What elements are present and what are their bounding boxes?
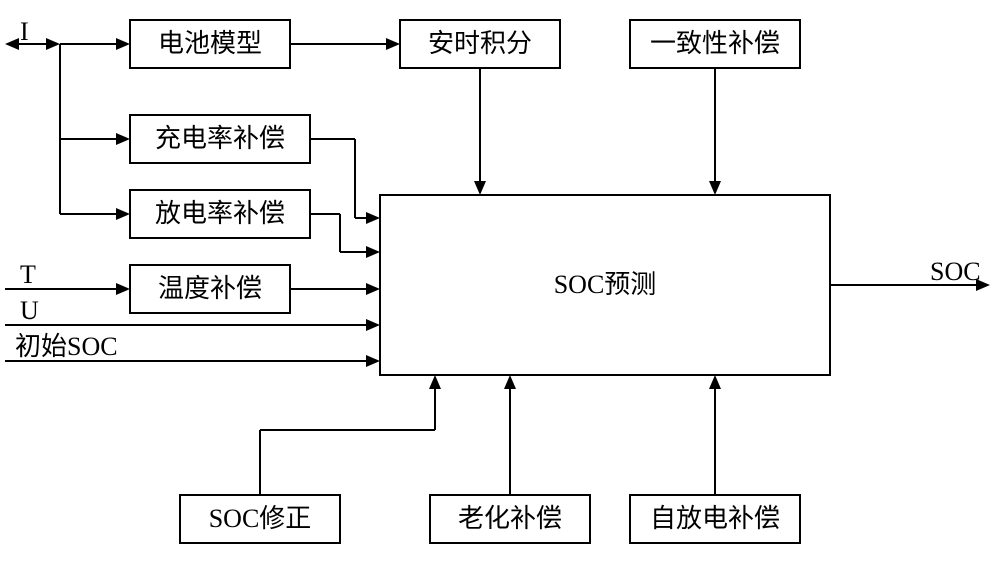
node-label-aging_comp: 老化补偿: [458, 504, 562, 533]
input-label-T: T: [20, 260, 36, 289]
node-label-charge_rate_comp: 充电率补偿: [155, 124, 285, 153]
edge-I-to-battery: [60, 38, 130, 50]
node-discharge_rate_comp: 放电率补偿: [130, 190, 310, 238]
input-label-initSOC: 初始SOC: [15, 332, 118, 361]
edge-temp-to-pred: [290, 283, 380, 295]
edge-ah-down: [474, 68, 486, 195]
node-ah_integral: 安时积分: [400, 20, 560, 68]
node-label-battery_model: 电池模型: [158, 29, 262, 58]
input-label-I: I: [20, 17, 29, 46]
node-soc_correct: SOC修正: [180, 495, 340, 543]
edge-I-to-charge: [60, 133, 130, 145]
node-charge_rate_comp: 充电率补偿: [130, 115, 310, 163]
node-temp_comp: 温度补偿: [130, 265, 290, 313]
node-consistency_comp: 一致性补偿: [630, 20, 800, 68]
node-soc_predict: SOC预测: [380, 195, 830, 375]
node-label-soc_correct: SOC修正: [209, 504, 312, 533]
edge-charge-into-pred: [355, 212, 380, 224]
edge-I-in-right: [5, 38, 60, 50]
node-self_discharge_comp: 自放电补偿: [630, 495, 800, 543]
node-label-soc_predict: SOC预测: [554, 270, 657, 299]
edge-selfdis-up: [709, 375, 721, 495]
output-label-soc: SOC: [930, 257, 981, 286]
node-label-ah_integral: 安时积分: [428, 29, 532, 58]
node-battery_model: 电池模型: [130, 20, 290, 68]
node-label-self_discharge_comp: 自放电补偿: [650, 504, 780, 533]
edge-aging-up: [504, 375, 516, 495]
edge-soc-correct-up2: [429, 375, 441, 430]
edge-consist-down: [709, 68, 721, 195]
node-label-discharge_rate_comp: 放电率补偿: [155, 199, 285, 228]
edge-U-to-pred: [5, 319, 380, 331]
edge-discharge-into: [340, 246, 380, 258]
soc-block-diagram: 电池模型 安时积分 一致性补偿充电率补偿放电率补偿温度补偿 SOC预测 SOC修正 老化补…: [0, 0, 1000, 577]
edge-battery-to-ah: [290, 38, 400, 50]
node-label-consistency_comp: 一致性补偿: [650, 29, 780, 58]
node-aging_comp: 老化补偿: [430, 495, 590, 543]
edge-I-to-discharge: [60, 208, 130, 220]
node-label-temp_comp: 温度补偿: [158, 274, 262, 303]
input-label-U: U: [20, 296, 39, 325]
